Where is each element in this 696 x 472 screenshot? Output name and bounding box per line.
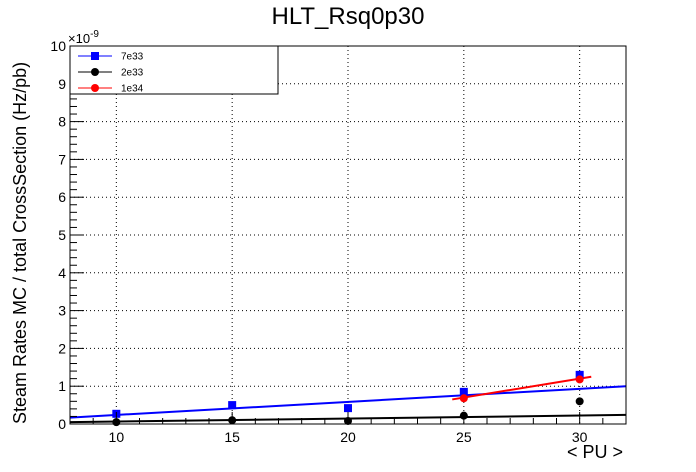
x-tick-label: 20 xyxy=(340,429,356,445)
x-tick-label: 30 xyxy=(572,429,588,445)
y-tick-label: 6 xyxy=(58,189,66,205)
legend-marker-7e33 xyxy=(91,52,99,60)
data-point-2e33 xyxy=(575,397,584,406)
data-point-7e33 xyxy=(344,404,352,413)
y-tick-label: 2 xyxy=(58,340,66,356)
legend-label-7e33: 7e33 xyxy=(121,52,144,63)
legend-marker-2e33 xyxy=(91,68,99,76)
y-tick-label: 10 xyxy=(50,38,66,54)
legend-label-2e33: 2e33 xyxy=(121,68,144,79)
y-multiplier: ×10-9 xyxy=(68,29,99,46)
y-axis-label: Steam Rates MC / total CrossSection (Hz/… xyxy=(10,62,30,424)
data-point-7e33 xyxy=(459,387,468,396)
legend: 7e33 2e33 1e34 xyxy=(69,45,279,95)
y-tick-label: 1 xyxy=(58,378,66,394)
data-point-1e34 xyxy=(459,394,468,403)
legend-label-1e34: 1e34 xyxy=(121,84,144,95)
y-tick-label: 8 xyxy=(58,114,66,130)
data-point-7e33 xyxy=(575,370,584,379)
y-tick-label: 4 xyxy=(58,265,66,281)
data-point-7e33 xyxy=(228,401,237,410)
legend-box xyxy=(69,45,279,95)
y-tick-label: 7 xyxy=(58,151,66,167)
x-tick-label: 15 xyxy=(224,429,240,445)
x-axis-label: < PU > xyxy=(567,442,623,462)
tick-labels: 10 15 20 25 30 0 1 2 3 4 5 6 7 8 9 10 xyxy=(50,38,587,445)
y-tick-label: 9 xyxy=(58,76,66,92)
fit-line-7e33 xyxy=(69,385,627,419)
legend-marker-1e34 xyxy=(91,84,99,92)
y-tick-label: 0 xyxy=(58,416,66,432)
data-point-1e34 xyxy=(575,375,584,384)
chart-title: HLT_Rsq0p30 xyxy=(272,3,425,30)
x-tick-label: 25 xyxy=(456,429,472,445)
fit-line-1e34 xyxy=(452,375,592,401)
y-tick-label: 5 xyxy=(58,227,66,243)
x-tick-label: 10 xyxy=(109,429,125,445)
y-tick-label: 3 xyxy=(58,303,66,319)
